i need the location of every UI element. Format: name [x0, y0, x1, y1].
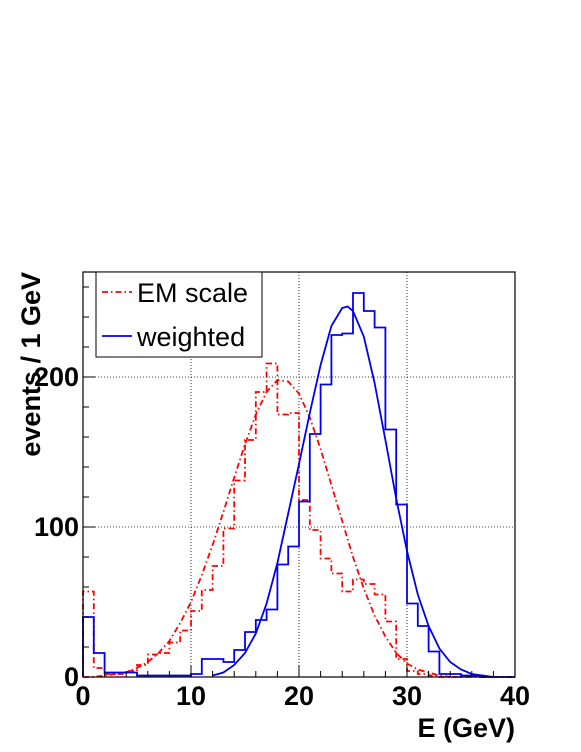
series-em-scale-fit — [83, 379, 461, 678]
series-weighted — [82, 292, 515, 678]
legend: EM scale weighted — [95, 271, 263, 358]
y-tick-label: 200 — [34, 362, 79, 392]
y-tick-label: 0 — [64, 662, 79, 692]
x-tick-label: 20 — [284, 681, 314, 711]
series-em-scale — [82, 362, 515, 678]
x-tick-label: 0 — [75, 681, 90, 711]
series-weighted-fit — [212, 305, 494, 678]
legend-label-em-scale: EM scale — [137, 278, 248, 308]
legend-box — [95, 271, 263, 358]
x-axis-title: E (GeV) — [417, 713, 515, 743]
legend-label-weighted: weighted — [136, 322, 245, 352]
x-tick-label: 10 — [176, 681, 206, 711]
x-tick-label: 40 — [500, 681, 530, 711]
x-tick-label: 30 — [392, 681, 422, 711]
y-axis-title: events / 1 GeV — [16, 272, 46, 457]
series-layer — [82, 292, 515, 678]
y-tick-label: 100 — [34, 512, 79, 542]
axis-layer: 0 10 20 30 40 0 100 200 — [34, 286, 530, 711]
